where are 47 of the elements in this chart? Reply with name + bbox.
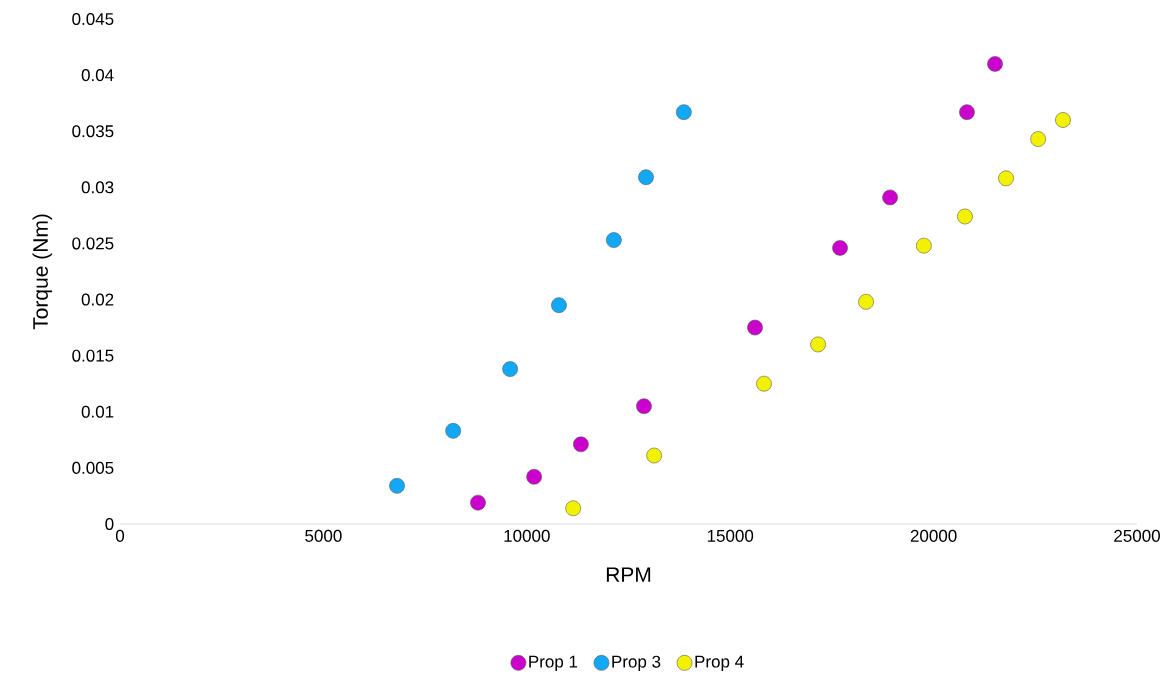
- point: [606, 232, 622, 248]
- x-tick-label: 25000: [1114, 529, 1160, 542]
- point: [445, 423, 461, 439]
- point: [957, 208, 973, 225]
- y-tick-label: 0: [105, 517, 114, 531]
- point: [638, 169, 654, 186]
- point: [502, 361, 518, 377]
- point: [551, 297, 567, 313]
- y-tick-label: 0.03: [81, 181, 114, 194]
- point: [916, 237, 932, 254]
- y-axis-title: Torque (Nm): [32, 214, 53, 330]
- y-tick-label: 0.02: [81, 293, 114, 306]
- point: [1030, 131, 1046, 147]
- point: [959, 104, 975, 120]
- point: [756, 375, 772, 392]
- x-axis-title: RPM: [606, 567, 651, 582]
- x-tick-label: 15000: [707, 529, 754, 542]
- y-tick-label: 0.025: [72, 237, 114, 250]
- point: [636, 398, 652, 414]
- x-tick-label: 20000: [910, 529, 957, 542]
- y-tick-label: 0.035: [72, 125, 114, 138]
- legend-label: Prop 3: [612, 655, 661, 672]
- point: [882, 189, 898, 206]
- point: [646, 447, 662, 464]
- point: [1055, 112, 1071, 128]
- point: [832, 240, 848, 256]
- legend-label: Prop 1: [529, 655, 578, 671]
- x-tick-label: 0: [115, 529, 125, 542]
- point: [987, 56, 1003, 72]
- point: [389, 478, 405, 494]
- point: [565, 500, 581, 517]
- point: [676, 104, 692, 120]
- point: [573, 436, 589, 453]
- y-tick-label: 0.01: [81, 405, 114, 418]
- y-tick-label: 0.005: [72, 461, 114, 474]
- x-tick-label: 10000: [504, 529, 550, 542]
- y-tick-label: 0.045: [72, 12, 114, 26]
- point: [526, 469, 542, 485]
- point: [747, 319, 763, 336]
- x-tick-label: 5000: [305, 529, 342, 542]
- point: [470, 494, 486, 511]
- point: [998, 170, 1014, 187]
- y-tick-label: 0.04: [81, 69, 114, 82]
- point: [858, 293, 874, 310]
- point: [810, 336, 826, 353]
- legend-label: Prop 4: [695, 655, 744, 671]
- y-tick-label: 0.015: [72, 349, 114, 362]
